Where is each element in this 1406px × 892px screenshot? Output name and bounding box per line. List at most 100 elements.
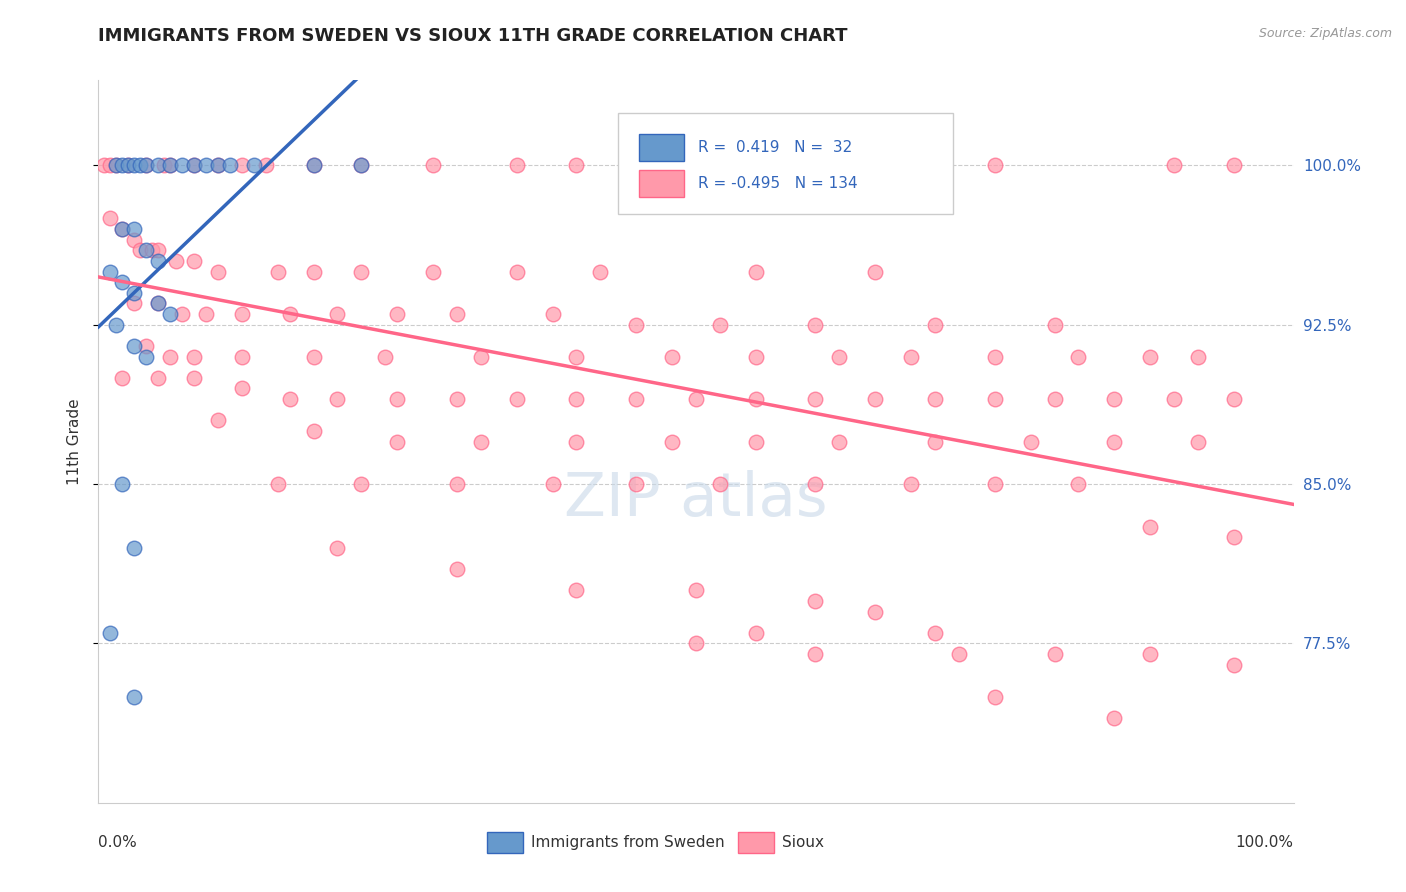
Point [129, 244, 152, 258]
Point [350, 264, 373, 278]
Point [1043, 392, 1066, 406]
Point [98, 211, 122, 226]
Point [231, 381, 253, 395]
Point [243, 158, 266, 172]
Point [385, 307, 409, 321]
Point [984, 158, 1007, 172]
Point [984, 392, 1007, 406]
Text: 100.0%: 100.0% [1236, 835, 1294, 850]
Point [1067, 477, 1090, 491]
Point [1223, 158, 1246, 172]
Text: ZIP atlas: ZIP atlas [564, 470, 828, 529]
Point [661, 350, 683, 364]
Text: IMMIGRANTS FROM SWEDEN VS SIOUX 11TH GRADE CORRELATION CHART: IMMIGRANTS FROM SWEDEN VS SIOUX 11TH GRA… [98, 27, 848, 45]
Point [105, 158, 128, 172]
Point [948, 647, 970, 661]
Text: R = -0.495   N = 134: R = -0.495 N = 134 [699, 176, 858, 191]
Point [148, 244, 170, 258]
Point [124, 339, 146, 353]
Point [709, 318, 731, 332]
Point [626, 477, 648, 491]
Point [506, 264, 529, 278]
Point [900, 477, 922, 491]
Point [1104, 711, 1126, 725]
Point [165, 253, 187, 268]
Point [661, 434, 683, 449]
Point [302, 264, 325, 278]
Point [804, 477, 827, 491]
Point [470, 350, 492, 364]
Point [804, 318, 827, 332]
Point [1139, 647, 1161, 661]
Point [183, 158, 205, 172]
Point [207, 158, 229, 172]
Point [172, 307, 194, 321]
Point [135, 244, 157, 258]
Point [183, 371, 205, 385]
Point [159, 158, 181, 172]
Point [1104, 392, 1126, 406]
Point [183, 350, 205, 364]
Point [745, 434, 768, 449]
Point [267, 264, 290, 278]
Point [626, 392, 648, 406]
Point [828, 434, 851, 449]
Point [124, 541, 146, 555]
Point [124, 285, 146, 300]
Point [124, 296, 146, 310]
Point [745, 625, 768, 640]
Point [159, 158, 181, 172]
Point [111, 477, 134, 491]
Point [374, 350, 396, 364]
Point [1043, 647, 1066, 661]
Point [195, 158, 218, 172]
Point [385, 434, 409, 449]
Point [1163, 392, 1185, 406]
Point [98, 264, 122, 278]
Point [302, 424, 325, 438]
Point [124, 158, 146, 172]
Text: 0.0%: 0.0% [98, 835, 138, 850]
Point [135, 350, 157, 364]
Point [924, 318, 946, 332]
Point [565, 434, 588, 449]
Point [745, 350, 768, 364]
Point [135, 339, 157, 353]
Y-axis label: 11th Grade: 11th Grade [66, 398, 82, 485]
Point [98, 625, 122, 640]
Point [565, 350, 588, 364]
Point [709, 477, 731, 491]
Point [1104, 434, 1126, 449]
Point [124, 233, 146, 247]
Point [141, 244, 163, 258]
Point [326, 392, 349, 406]
Text: Source: ZipAtlas.com: Source: ZipAtlas.com [1258, 27, 1392, 40]
Point [302, 158, 325, 172]
Point [93, 158, 115, 172]
Point [195, 307, 218, 321]
Point [111, 222, 134, 236]
Point [111, 222, 134, 236]
Point [470, 434, 492, 449]
Point [159, 350, 181, 364]
Point [506, 392, 529, 406]
Point [745, 264, 768, 278]
Point [541, 477, 564, 491]
Point [1139, 519, 1161, 533]
Point [1019, 434, 1042, 449]
Point [1223, 657, 1246, 672]
Point [111, 275, 134, 289]
Point [302, 158, 325, 172]
Point [900, 350, 922, 364]
Point [865, 605, 887, 619]
Point [506, 158, 529, 172]
Point [172, 158, 194, 172]
Text: Immigrants from Sweden: Immigrants from Sweden [531, 835, 724, 850]
Point [117, 158, 139, 172]
Point [685, 583, 707, 598]
Point [350, 477, 373, 491]
Point [385, 392, 409, 406]
Point [745, 392, 768, 406]
Point [446, 477, 468, 491]
Point [183, 158, 205, 172]
